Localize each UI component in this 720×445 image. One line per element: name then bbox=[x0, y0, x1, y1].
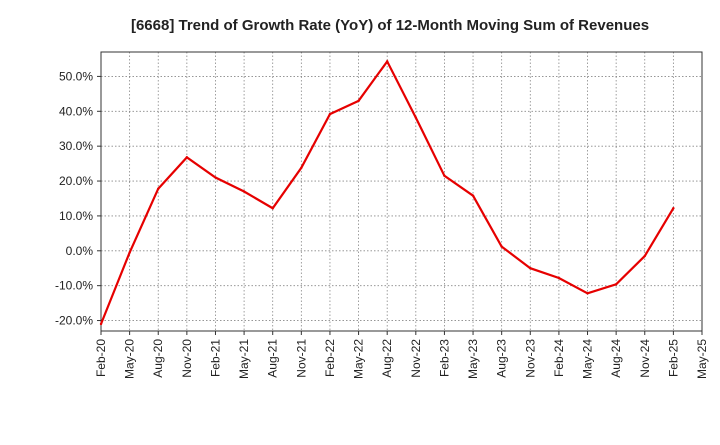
data-point bbox=[185, 156, 189, 159]
y-tick-label: 0.0% bbox=[66, 244, 94, 258]
data-point bbox=[443, 174, 446, 178]
data-point bbox=[128, 251, 131, 254]
x-tick-label: May-25 bbox=[695, 339, 709, 379]
data-point bbox=[385, 60, 389, 63]
x-tick-label: Feb-21 bbox=[208, 339, 222, 377]
data-point bbox=[414, 116, 418, 119]
x-tick-label: Feb-24 bbox=[552, 339, 566, 377]
x-tick-label: May-24 bbox=[581, 339, 595, 379]
x-tick-label: May-22 bbox=[352, 339, 366, 379]
x-tick-label: Aug-20 bbox=[151, 339, 165, 378]
x-tick-label: Nov-22 bbox=[409, 339, 423, 378]
data-point bbox=[99, 322, 103, 326]
x-tick-label: Feb-22 bbox=[323, 339, 337, 377]
x-tick-label: Nov-20 bbox=[180, 339, 194, 378]
data-point bbox=[529, 267, 532, 270]
x-tick-label: Feb-25 bbox=[666, 339, 680, 377]
y-tick-label: -10.0% bbox=[55, 279, 93, 293]
x-axis-ticks: Feb-20 May-20 Aug-20 Nov-20 Feb-21 May-21 Aug-… bbox=[94, 331, 709, 379]
data-point bbox=[214, 176, 217, 179]
data-point bbox=[300, 166, 303, 169]
x-tick-label: Aug-23 bbox=[495, 339, 509, 378]
y-tick-label: 20.0% bbox=[59, 174, 93, 188]
x-tick-label: Nov-24 bbox=[638, 339, 652, 378]
x-tick-label: May-21 bbox=[237, 339, 251, 379]
data-point bbox=[672, 207, 675, 210]
x-tick-label: Aug-22 bbox=[380, 339, 394, 378]
data-point bbox=[643, 254, 646, 258]
x-tick-label: Feb-20 bbox=[94, 339, 108, 377]
y-tick-label: 50.0% bbox=[59, 69, 93, 83]
series-layer bbox=[99, 59, 675, 326]
data-point bbox=[271, 207, 274, 210]
x-tick-label: May-20 bbox=[123, 339, 137, 379]
data-point bbox=[471, 194, 475, 197]
y-tick-label: -20.0% bbox=[55, 314, 93, 328]
data-point bbox=[500, 245, 503, 248]
data-point bbox=[157, 187, 160, 190]
data-point bbox=[357, 99, 360, 103]
x-tick-label: Feb-23 bbox=[437, 339, 451, 377]
y-tick-label: 10.0% bbox=[59, 209, 93, 223]
x-tick-label: Nov-23 bbox=[523, 339, 537, 378]
plot-area bbox=[100, 51, 703, 332]
data-point bbox=[328, 112, 332, 116]
data-point bbox=[614, 283, 618, 286]
x-tick-label: Aug-21 bbox=[266, 339, 280, 378]
grid-lines bbox=[100, 52, 703, 331]
y-axis-ticks: -20.0% -10.0% 0.0% 10.0% 20.0% 30.0% 40.0% 50.0… bbox=[55, 69, 101, 328]
data-point bbox=[242, 190, 246, 193]
y-tick-label: 30.0% bbox=[59, 139, 93, 153]
y-tick-label: 40.0% bbox=[59, 104, 93, 118]
data-point bbox=[586, 292, 589, 295]
data-point bbox=[557, 276, 561, 280]
x-tick-label: Aug-24 bbox=[609, 339, 623, 378]
x-tick-label: May-23 bbox=[466, 339, 480, 379]
chart-title: [6668] Trend of Growth Rate (YoY) of 12-… bbox=[131, 17, 649, 34]
x-tick-label: Nov-21 bbox=[294, 339, 308, 378]
